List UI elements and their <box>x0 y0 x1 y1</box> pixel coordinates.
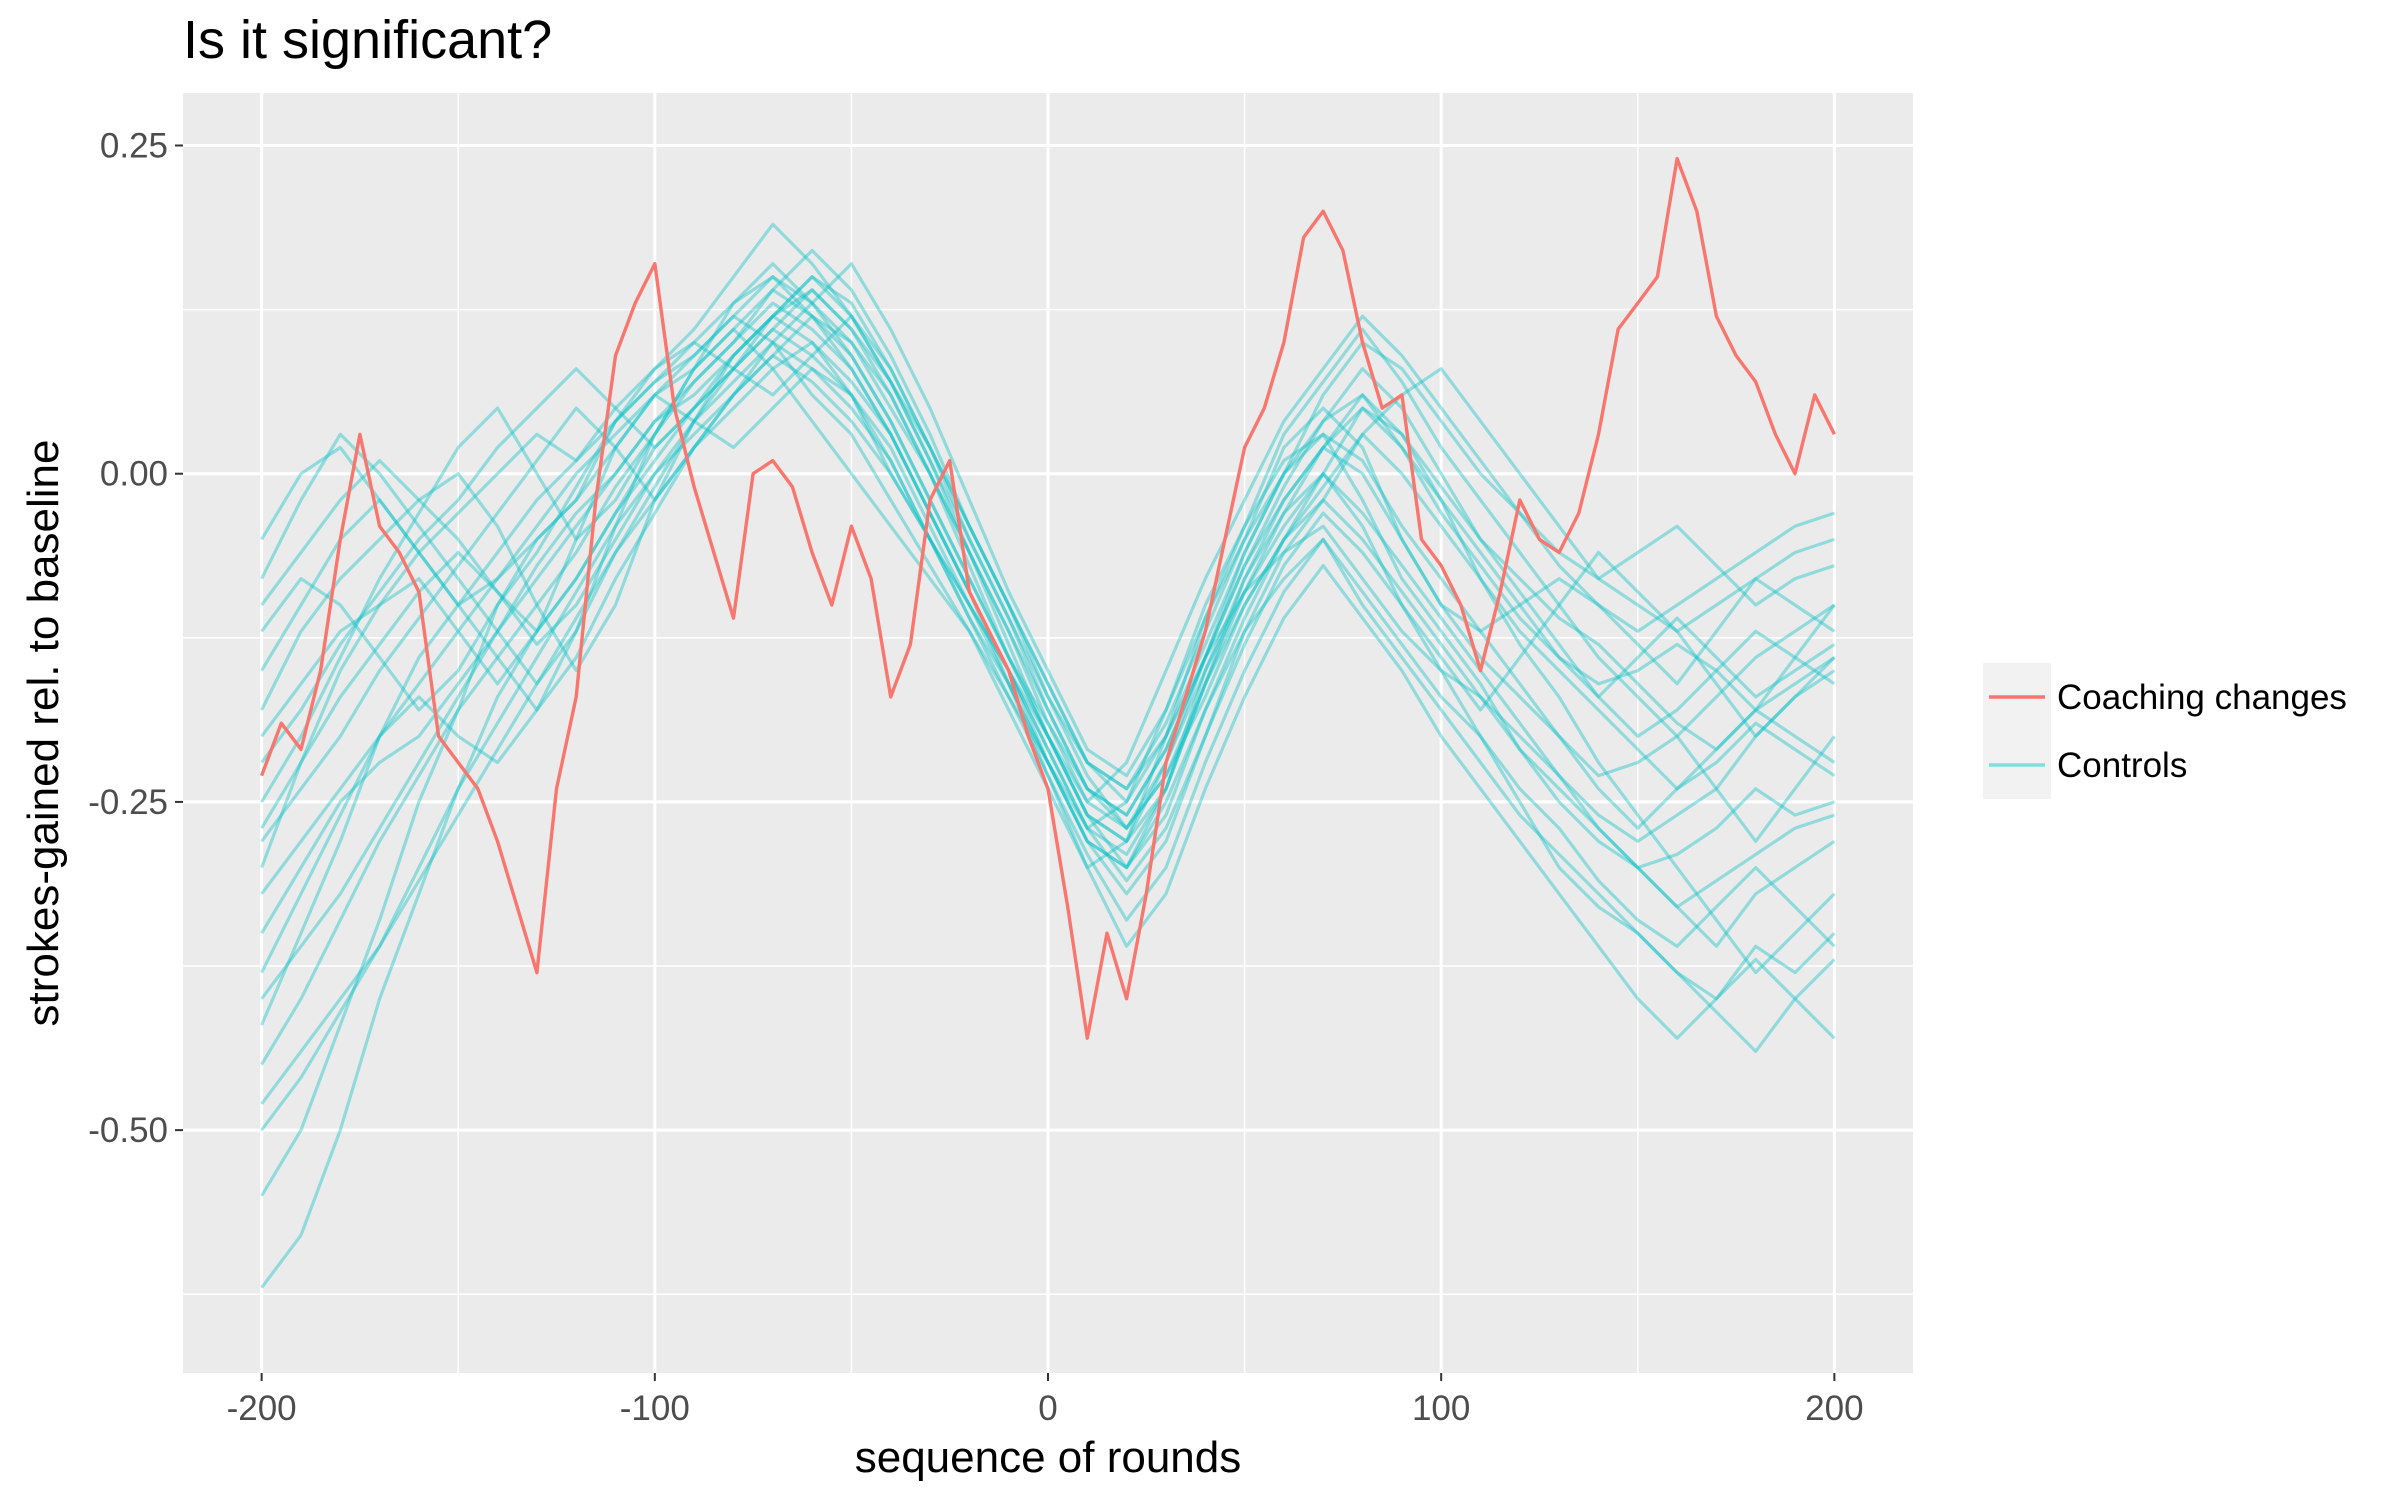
control-line <box>260 301 1836 1066</box>
coaching-lines <box>260 156 1836 1040</box>
control-line <box>260 288 1835 909</box>
control-line <box>260 327 1836 974</box>
control-line <box>260 314 1836 1105</box>
control-line <box>260 275 1836 830</box>
control-line <box>260 314 1835 791</box>
y-tick-label: -0.25 <box>88 783 168 822</box>
y-axis-title: strokes-gained rel. to baseline <box>19 440 68 1027</box>
y-axis: 0.25 0.00 -0.25 -0.50 <box>88 127 183 1150</box>
x-tick-label: -100 <box>620 1389 690 1428</box>
control-line <box>260 262 1836 843</box>
control-line <box>260 262 1835 870</box>
x-axis-title: sequence of rounds <box>855 1433 1242 1482</box>
y-tick-label: -0.50 <box>88 1111 168 1150</box>
control-line <box>260 288 1835 843</box>
legend-label: Controls <box>2057 746 2187 785</box>
x-axis: -200 -100 0 100 200 <box>227 1373 1864 1428</box>
legend-label: Coaching changes <box>2057 678 2347 717</box>
control-line <box>260 354 1836 883</box>
x-tick-label: -200 <box>227 1389 297 1428</box>
y-tick-label: 0.25 <box>100 127 168 166</box>
x-tick-label: 200 <box>1805 1389 1863 1428</box>
chart-title: Is it significant? <box>183 10 552 70</box>
control-line <box>260 275 1836 1026</box>
x-tick-label: 100 <box>1412 1389 1470 1428</box>
grid-major <box>183 93 1913 1373</box>
control-line <box>260 367 1836 1001</box>
control-line <box>260 288 1836 830</box>
control-lines <box>260 222 1836 1289</box>
control-line <box>260 222 1836 817</box>
control-line <box>260 275 1836 1000</box>
x-tick-label: 0 <box>1038 1389 1057 1428</box>
legend: Coaching changes Controls <box>1983 663 2347 799</box>
control-line <box>260 340 1836 1132</box>
control-line <box>260 275 1835 804</box>
coaching-changes-line <box>260 156 1836 1040</box>
y-tick-label: 0.00 <box>100 455 168 494</box>
control-line <box>260 340 1836 870</box>
control-line <box>260 314 1836 1289</box>
legend-key <box>1983 731 2051 799</box>
control-line <box>260 248 1836 935</box>
control-line <box>260 327 1836 896</box>
